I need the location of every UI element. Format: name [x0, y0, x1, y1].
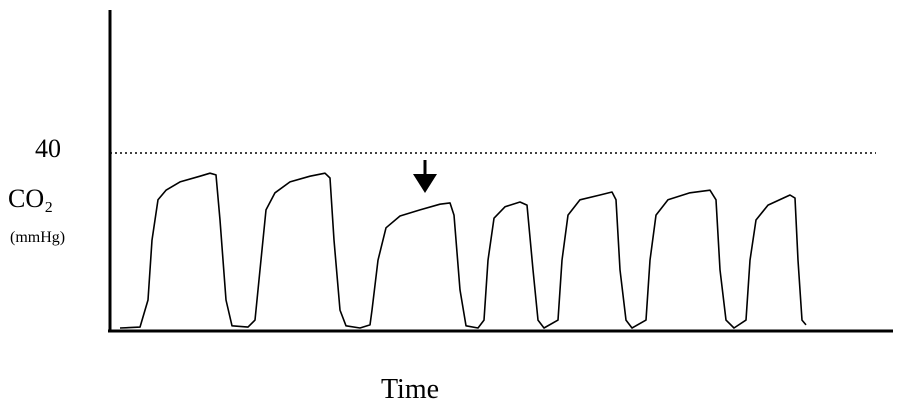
arrow: [413, 160, 437, 193]
waveform: [119, 172, 807, 329]
y-unit-label: (mmHg): [10, 229, 65, 246]
y-label: CO₂: [8, 184, 53, 213]
x-label: Time: [381, 374, 439, 405]
y-tick-label: 40: [35, 134, 61, 163]
